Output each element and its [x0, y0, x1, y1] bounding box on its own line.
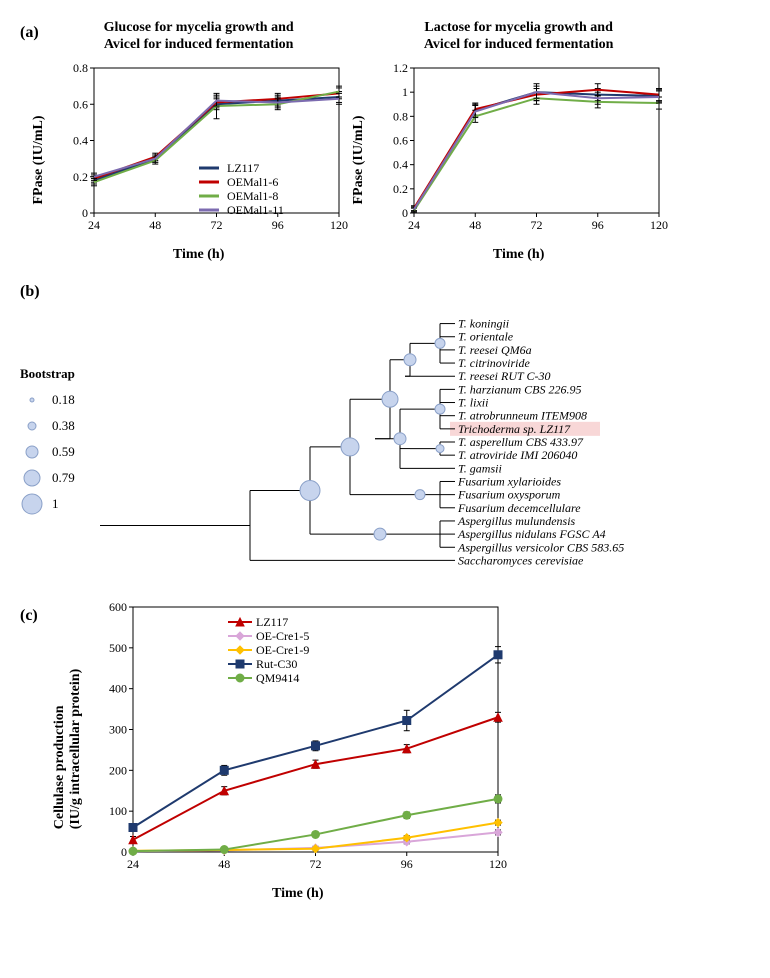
chart-a-left-title: Glucose for mycelia growth and Avicel fo… — [49, 20, 349, 54]
svg-text:OEMal1-8: OEMal1-8 — [227, 189, 278, 203]
chart-a-left-ylabel: FPase (IU/mL) — [31, 116, 47, 205]
svg-text:T. orientale: T. orientale — [458, 329, 514, 343]
svg-text:100: 100 — [109, 804, 127, 818]
bootstrap-title: Bootstrap — [20, 366, 75, 382]
chart-a-right-ylabel: FPase (IU/mL) — [351, 116, 367, 205]
svg-text:Saccharomyces cerevisiae: Saccharomyces cerevisiae — [458, 553, 584, 567]
chart-c-svg: 010020030040050060024487296120LZ117OE-Cr… — [88, 597, 508, 877]
svg-text:T. gamsii: T. gamsii — [458, 461, 502, 475]
bootstrap-level: 0.18 — [20, 388, 75, 412]
svg-text:T. atroviride IMI 206040: T. atroviride IMI 206040 — [458, 448, 577, 462]
chart-a-right-xlabel: Time (h) — [369, 247, 669, 263]
chart-a-right-svg: 00.20.40.60.811.224487296120 — [369, 58, 669, 238]
svg-text:0.6: 0.6 — [393, 133, 408, 147]
phylo-tree: T. koningiiT. orientaleT. reesei QM6aT. … — [95, 307, 655, 577]
bootstrap-legend: Bootstrap 0.180.380.590.791 — [20, 366, 75, 518]
svg-text:OE-Cre1-5: OE-Cre1-5 — [256, 629, 309, 643]
bootstrap-level: 0.38 — [20, 414, 75, 438]
chart-a-left: FPase (IU/mL) 00.20.40.60.824487296120LZ… — [49, 58, 349, 263]
svg-text:0.4: 0.4 — [393, 157, 408, 171]
svg-text:T. asperellum CBS 433.97: T. asperellum CBS 433.97 — [458, 435, 584, 449]
svg-text:OEMal1-6: OEMal1-6 — [227, 175, 278, 189]
svg-text:24: 24 — [127, 857, 139, 871]
svg-text:96: 96 — [591, 218, 603, 232]
svg-text:T. lixii: T. lixii — [458, 395, 488, 409]
svg-text:T. harzianum CBS 226.95: T. harzianum CBS 226.95 — [458, 382, 581, 396]
svg-text:LZ117: LZ117 — [256, 615, 288, 629]
chart-a-left-svg: 00.20.40.60.824487296120LZ117OEMal1-6OEM… — [49, 58, 349, 238]
svg-text:96: 96 — [271, 218, 283, 232]
svg-text:Rut-C30: Rut-C30 — [256, 657, 297, 671]
panel-a: (a) Glucose for mycelia growth and Avice… — [20, 20, 750, 263]
svg-text:48: 48 — [149, 218, 161, 232]
svg-text:0.6: 0.6 — [73, 97, 88, 111]
svg-text:24: 24 — [88, 218, 100, 232]
svg-text:QM9414: QM9414 — [256, 671, 299, 685]
svg-text:0.4: 0.4 — [73, 133, 88, 147]
svg-text:0.8: 0.8 — [393, 109, 408, 123]
svg-text:24: 24 — [408, 218, 420, 232]
svg-text:200: 200 — [109, 763, 127, 777]
svg-text:1: 1 — [402, 85, 408, 99]
svg-text:120: 120 — [330, 218, 348, 232]
chart-a-right: FPase (IU/mL) 00.20.40.60.811.2244872961… — [369, 58, 669, 263]
svg-text:OEMal1-11: OEMal1-11 — [227, 203, 284, 217]
svg-text:Fusarium oxysporum: Fusarium oxysporum — [457, 487, 561, 501]
svg-text:120: 120 — [489, 857, 507, 871]
svg-text:300: 300 — [109, 722, 127, 736]
svg-text:T. koningii: T. koningii — [458, 316, 509, 330]
svg-text:48: 48 — [469, 218, 481, 232]
svg-text:Fusarium decemcellulare: Fusarium decemcellulare — [457, 500, 581, 514]
bootstrap-level: 0.79 — [20, 466, 75, 490]
panel-b-label: (b) — [20, 283, 750, 301]
svg-text:0.2: 0.2 — [73, 169, 88, 183]
svg-text:T. atrobrunneum ITEM908: T. atrobrunneum ITEM908 — [458, 408, 587, 422]
svg-text:120: 120 — [650, 218, 668, 232]
panel-c-label: (c) — [20, 607, 38, 625]
chart-c-ylabel: Cellulase production (IU/g intracellular… — [52, 669, 84, 829]
svg-text:T. citrinoviride: T. citrinoviride — [458, 356, 530, 370]
svg-text:72: 72 — [309, 857, 321, 871]
svg-text:Trichoderma sp. LZ117: Trichoderma sp. LZ117 — [458, 421, 571, 435]
bootstrap-level: 1 — [20, 492, 75, 516]
panel-b: (b) Bootstrap 0.180.380.590.791 T. konin… — [20, 283, 750, 577]
panel-a-label: (a) — [20, 24, 39, 42]
svg-text:400: 400 — [109, 681, 127, 695]
svg-text:600: 600 — [109, 600, 127, 614]
svg-text:72: 72 — [530, 218, 542, 232]
chart-c-xlabel: Time (h) — [88, 886, 508, 902]
svg-text:0.8: 0.8 — [73, 61, 88, 75]
svg-text:1.2: 1.2 — [393, 61, 408, 75]
svg-text:T. reesei QM6a: T. reesei QM6a — [458, 342, 532, 356]
chart-a-left-xlabel: Time (h) — [49, 247, 349, 263]
svg-text:Fusarium xylarioides: Fusarium xylarioides — [457, 474, 561, 488]
svg-text:LZ117: LZ117 — [227, 161, 259, 175]
svg-text:Aspergillus mulundensis: Aspergillus mulundensis — [457, 514, 576, 528]
svg-text:0.2: 0.2 — [393, 181, 408, 195]
svg-text:T. reesei RUT C-30: T. reesei RUT C-30 — [458, 369, 550, 383]
chart-a-right-title: Lactose for mycelia growth and Avicel fo… — [369, 20, 669, 54]
svg-text:Aspergillus versicolor CBS 583: Aspergillus versicolor CBS 583.65 — [457, 540, 624, 554]
svg-text:72: 72 — [210, 218, 222, 232]
chart-c: Cellulase production (IU/g intracellular… — [88, 597, 508, 902]
panel-c: (c) Cellulase production (IU/g intracell… — [20, 597, 750, 902]
svg-text:Aspergillus nidulans FGSC A4: Aspergillus nidulans FGSC A4 — [457, 527, 606, 541]
bootstrap-level: 0.59 — [20, 440, 75, 464]
svg-text:48: 48 — [218, 857, 230, 871]
svg-text:OE-Cre1-9: OE-Cre1-9 — [256, 643, 309, 657]
svg-text:96: 96 — [401, 857, 413, 871]
svg-text:500: 500 — [109, 640, 127, 654]
